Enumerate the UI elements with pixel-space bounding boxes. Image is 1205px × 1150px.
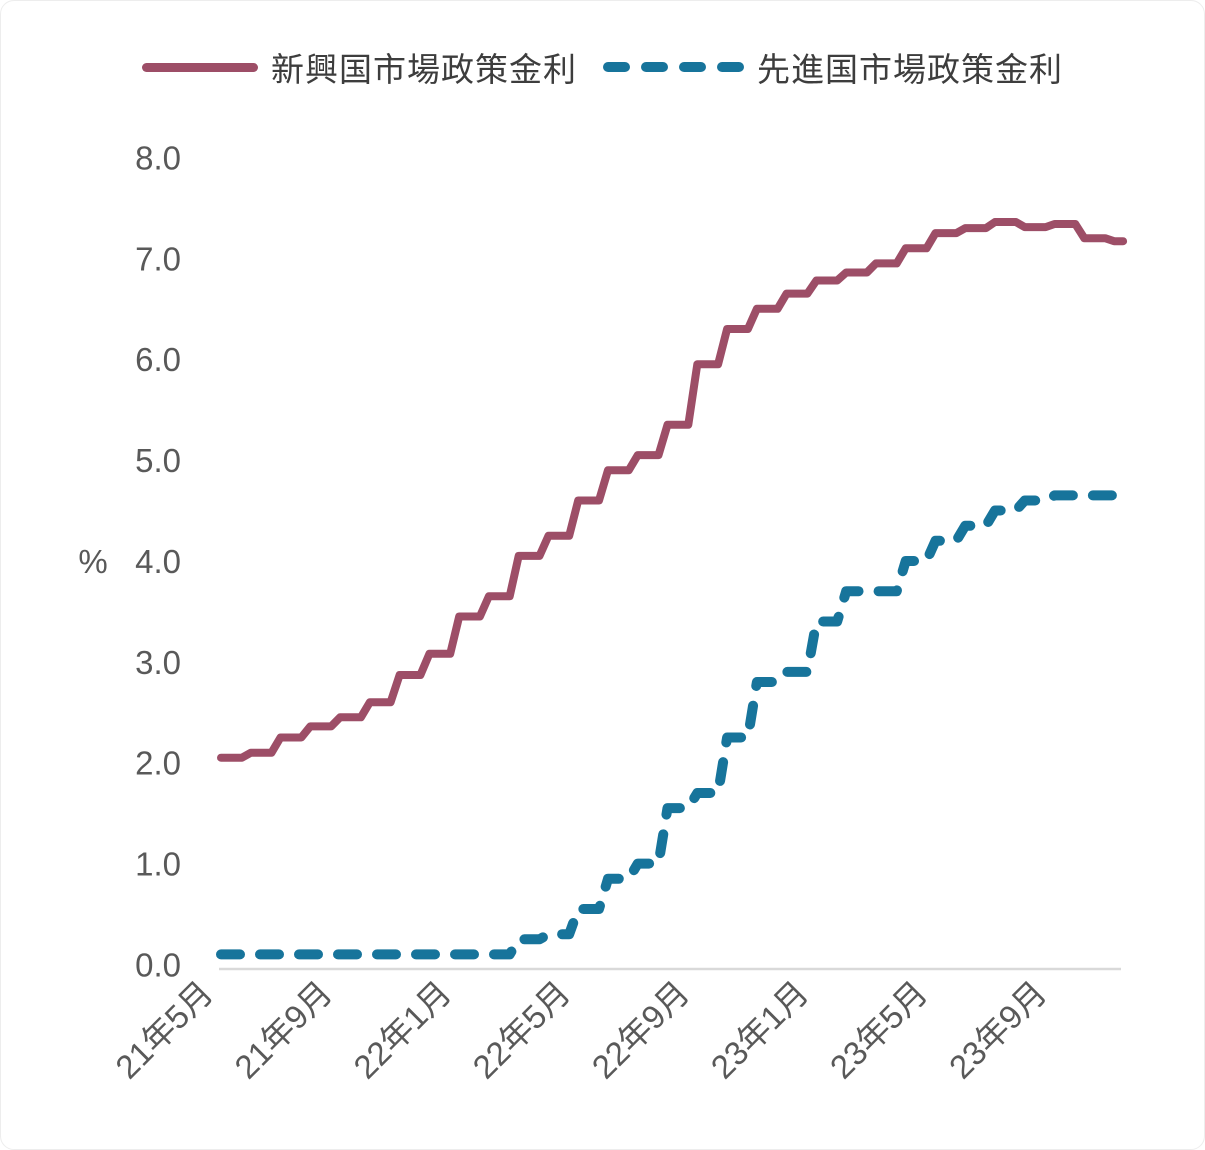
y-axis-tick-label: 8.0	[135, 139, 181, 176]
y-axis-tick-label: 7.0	[135, 240, 181, 277]
y-axis-title: %	[78, 543, 107, 580]
y-axis-tick-label: 5.0	[135, 442, 181, 479]
legend-item-developed: 先進国市場政策金利	[603, 43, 1063, 91]
x-axis-tick-label: 22年1月	[346, 974, 458, 1086]
legend-item-emerging: 新興国市場政策金利	[142, 43, 577, 91]
x-axis-tick-label: 21年9月	[227, 974, 339, 1086]
x-axis-tick-label: 22年5月	[465, 974, 577, 1086]
y-axis-tick-label: 6.0	[135, 341, 181, 378]
emerging-line-sample-icon	[142, 62, 258, 72]
legend: 新興国市場政策金利 先進国市場政策金利	[1, 43, 1204, 91]
developed-line-sample-icon	[603, 62, 744, 72]
x-axis-tick-label: 23年9月	[942, 974, 1054, 1086]
series-line-developed	[216, 490, 1129, 960]
series-line-emerging	[217, 218, 1128, 762]
x-axis-tick-label: 21年5月	[108, 974, 220, 1086]
y-axis-tick-label: 3.0	[135, 644, 181, 681]
y-axis-tick-label: 2.0	[135, 745, 181, 782]
legend-label-emerging: 新興国市場政策金利	[271, 51, 577, 88]
x-axis-tick-label: 23年1月	[704, 974, 816, 1086]
y-axis-tick-label: 1.0	[135, 846, 181, 883]
y-axis-tick-label: 0.0	[135, 947, 181, 984]
x-axis-tick-label: 23年5月	[823, 974, 935, 1086]
y-axis-tick-label: 4.0	[135, 543, 181, 580]
legend-label-developed: 先進国市場政策金利	[757, 51, 1063, 88]
x-axis-tick-label: 22年9月	[585, 974, 697, 1086]
